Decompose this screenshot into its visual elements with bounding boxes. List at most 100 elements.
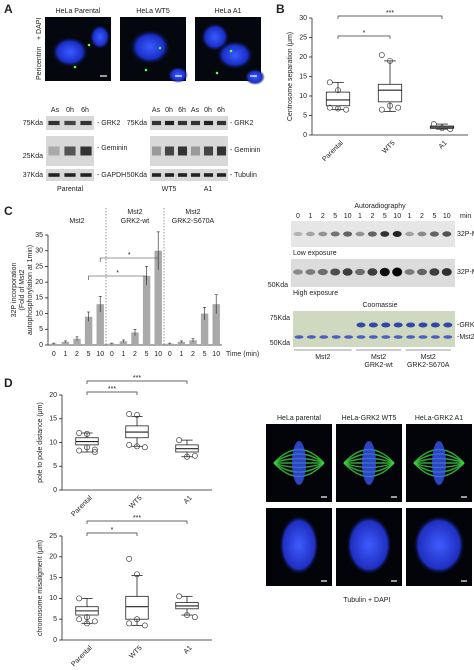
- band: [190, 120, 201, 126]
- group-label: Mst2: [185, 209, 200, 216]
- band: [429, 268, 440, 276]
- band: [330, 268, 341, 276]
- data-point: [76, 447, 83, 454]
- data-point: [91, 449, 98, 455]
- nucleus: [168, 67, 188, 83]
- data-point: [176, 593, 183, 600]
- chromosomes: [346, 515, 392, 575]
- group-label: GRK2-S670A: [407, 362, 450, 369]
- y-tick-label: 5: [53, 463, 57, 470]
- box: [125, 595, 149, 620]
- y-tick-label: 25: [35, 263, 43, 270]
- size-marker: 75Kda: [127, 120, 147, 127]
- band: [443, 335, 453, 339]
- band: [367, 231, 377, 237]
- band: [367, 268, 378, 276]
- x-tick-label: A1: [183, 645, 194, 656]
- band: [80, 120, 92, 126]
- band: [164, 120, 175, 126]
- data-point: [126, 411, 133, 417]
- band: [418, 335, 428, 339]
- chromosomes: [292, 441, 306, 485]
- nucleus: [217, 41, 253, 69]
- lane-label: 1: [358, 213, 362, 220]
- chromosomes: [432, 441, 446, 485]
- band: [443, 322, 453, 328]
- band: [406, 322, 416, 328]
- band: [356, 335, 366, 339]
- data-point: [76, 616, 83, 623]
- protein-label: - Geminin: [97, 145, 127, 152]
- band: [355, 231, 365, 237]
- size-marker: 75Kda: [270, 315, 290, 322]
- centrosome: [215, 71, 219, 75]
- data-point: [176, 437, 183, 444]
- significance-bracket: [99, 257, 159, 262]
- protein-label: - Geminin: [230, 147, 260, 154]
- y-tick-label: 0: [53, 487, 57, 494]
- band-label: -GRK2: [457, 322, 474, 329]
- data-point: [439, 125, 445, 131]
- blot: [150, 136, 228, 166]
- x-tick-label: 0: [168, 351, 172, 358]
- lane-label: 2: [420, 213, 424, 220]
- size-marker: 50Kda: [270, 340, 290, 347]
- y-tick-label: 0: [303, 132, 307, 139]
- data-point: [343, 106, 350, 113]
- x-tick-label: Parental: [321, 139, 345, 163]
- band: [177, 120, 188, 126]
- data-point: [335, 105, 341, 112]
- bar: [119, 341, 128, 345]
- data-point: [326, 104, 333, 111]
- panel-letter: B: [276, 2, 285, 16]
- band: [368, 322, 378, 328]
- y-tick-label: 35: [35, 232, 43, 239]
- bar: [73, 338, 81, 345]
- band: [216, 120, 227, 126]
- lane-label: 5: [333, 213, 337, 220]
- centrosome: [144, 68, 148, 72]
- y-axis-label: 32P incorporation: [11, 263, 18, 318]
- data-point: [378, 52, 385, 59]
- x-tick-label: 5: [203, 351, 207, 358]
- y-tick-label: 15: [49, 416, 57, 423]
- protein-label: - GRK2: [230, 120, 253, 127]
- size-marker: 50Kda: [268, 282, 288, 289]
- data-point: [76, 430, 83, 436]
- band: [151, 146, 162, 156]
- y-tick-label: 15: [49, 574, 57, 581]
- chromosomes: [362, 441, 376, 485]
- blot-title: Coomassie: [362, 302, 397, 309]
- y-axis-label: Centrosome separation (μm): [287, 32, 294, 121]
- lane-label: 1: [308, 213, 312, 220]
- lane-label: As: [51, 107, 60, 114]
- lane-label: 10: [443, 213, 451, 220]
- lane-label: 0h: [66, 107, 74, 114]
- significance-bracket: [86, 391, 138, 395]
- band: [344, 335, 354, 339]
- band: [216, 173, 227, 177]
- band: [317, 268, 328, 276]
- image-title: HeLa A1: [215, 8, 242, 15]
- nucleus: [52, 37, 88, 67]
- band: [342, 268, 353, 276]
- centrosome: [158, 46, 162, 50]
- significance: *: [111, 527, 114, 534]
- nucleus: [90, 25, 110, 49]
- significance-bracket: [337, 15, 443, 19]
- y-axis-label: autophosphorylation at 1min): [27, 245, 34, 335]
- data-point: [191, 614, 198, 621]
- band: [177, 173, 188, 177]
- size-marker: 75Kda: [23, 120, 43, 127]
- x-tick-label: Parental: [70, 494, 94, 518]
- data-point: [447, 126, 454, 133]
- data-point: [184, 612, 190, 618]
- significance-bracket: [86, 380, 188, 384]
- data-point: [326, 79, 333, 86]
- band: [442, 231, 452, 237]
- group-label: Mst2: [315, 354, 330, 361]
- x-tick-label: WT5: [128, 645, 143, 660]
- band: [306, 335, 316, 339]
- cell-line: WT5: [162, 186, 177, 193]
- lane-label: 1: [408, 213, 412, 220]
